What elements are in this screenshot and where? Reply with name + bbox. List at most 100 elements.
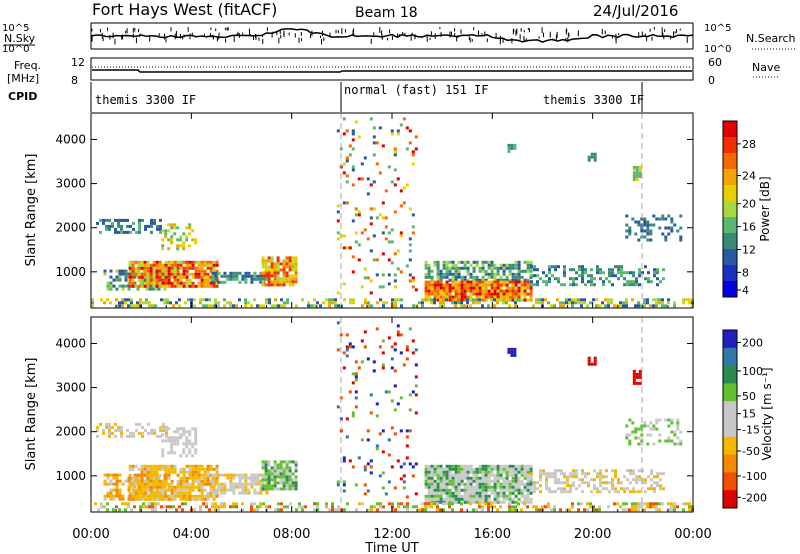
x-axis-label: Time UT [364,541,418,554]
data-cell [197,281,201,285]
data-cell [384,216,388,220]
data-cell [496,266,500,270]
data-cell [635,168,639,172]
data-cell [466,476,470,480]
data-cell [496,301,499,305]
data-cell [553,508,556,512]
data-cell [632,280,635,284]
data-cell [590,274,593,278]
data-cell [253,271,257,275]
data-cell [643,301,646,305]
data-cell [653,475,656,479]
data-cell [460,286,464,290]
data-cell [511,488,515,492]
data-cell [523,473,527,477]
data-cell [182,479,186,483]
data-cell [571,502,574,506]
data-cell [481,304,484,308]
data-cell [514,292,518,296]
data-cell [563,271,566,275]
colorbar-segment [723,153,737,170]
data-cell [466,295,470,299]
data-cell [167,494,171,498]
data-cell [475,301,478,305]
data-cell [363,330,367,334]
data-cell [379,298,382,302]
data-cell [264,478,268,482]
freq-label: Freq. [14,59,41,72]
data-cell [273,466,277,470]
data-cell [268,301,271,305]
data-cell [117,425,120,429]
data-cell [149,281,153,285]
data-cell [493,298,496,302]
data-cell [427,266,431,270]
data-cell [143,473,147,477]
data-cell [288,256,292,260]
data-cell [115,482,119,486]
data-cell [487,508,490,512]
data-cell [155,488,159,492]
data-cell [472,280,476,284]
data-cell [151,304,154,308]
data-cell [109,269,113,273]
data-cell [259,505,262,509]
data-cell [99,422,102,426]
data-cell [170,494,174,498]
data-cell [229,473,233,477]
data-cell [466,278,470,282]
data-cell [267,481,271,485]
data-cell [106,476,110,480]
data-cell [182,473,186,477]
data-cell [375,327,379,331]
data-cell [342,132,346,136]
data-cell [288,466,292,470]
data-cell [108,434,111,438]
data-cell [457,275,461,279]
data-cell [191,497,195,501]
data-cell [285,469,289,473]
data-cell [367,301,370,305]
data-cell [484,272,488,276]
data-cell [430,275,434,279]
data-cell [194,448,198,452]
data-cell [149,482,153,486]
data-cell [149,275,153,279]
data-cell [562,304,565,308]
data-cell [137,272,141,276]
nsearch-label: N.Search [746,32,796,45]
freq-tick-top: 12 [71,56,85,69]
data-cell [160,505,163,509]
data-cell [484,488,488,492]
data-cell [112,494,116,498]
data-cell [529,286,533,290]
data-cell [115,485,119,489]
data-cell [133,485,137,489]
data-cell [158,266,162,270]
data-cell [587,280,590,284]
data-cell [117,221,120,225]
data-cell [583,298,586,302]
data-cell [354,483,358,487]
data-cell [140,470,144,474]
data-cell [200,260,204,264]
data-cell [445,482,449,486]
data-cell [550,508,553,512]
data-cell [457,266,461,270]
data-cell [463,500,467,504]
data-cell [182,260,186,264]
data-cell [554,265,557,269]
data-cell [313,502,316,506]
data-cell [197,473,201,477]
data-cell [611,268,614,272]
data-cell [185,263,189,267]
data-cell [149,473,153,477]
data-cell [505,278,509,282]
data-cell [202,304,205,308]
data-cell [238,482,242,486]
data-cell [334,508,337,512]
data-cell [288,274,292,278]
data-cell [342,489,346,493]
data-cell [142,301,145,305]
colorbar-segment [723,419,737,438]
